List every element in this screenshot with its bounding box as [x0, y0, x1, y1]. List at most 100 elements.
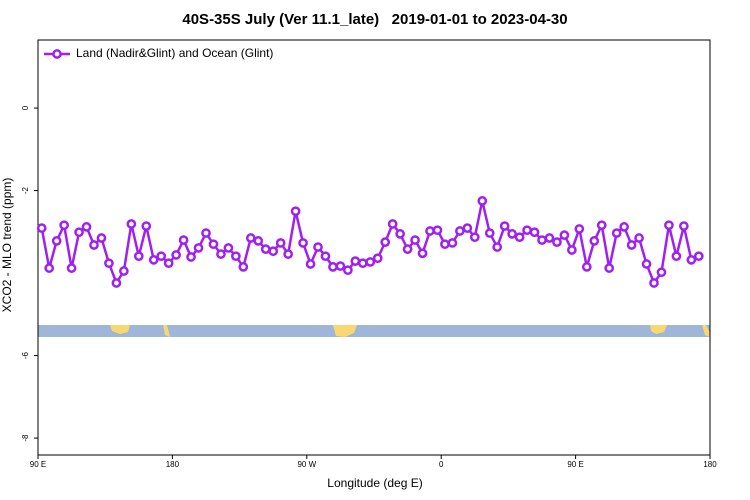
- data-point: [552, 237, 562, 247]
- data-point: [469, 232, 480, 243]
- data-point: [335, 261, 346, 271]
- data-point: [186, 252, 196, 262]
- data-point: [574, 224, 585, 234]
- data-point: [126, 219, 137, 229]
- data-point: [387, 219, 398, 229]
- data-point: [283, 249, 293, 259]
- data-point: [656, 267, 667, 278]
- legend-marker: [52, 49, 62, 59]
- data-point: [96, 233, 107, 243]
- y-tick-label: -6: [21, 351, 30, 359]
- x-tick-label: 90 W: [297, 460, 316, 469]
- data-point: [567, 245, 577, 255]
- data-point: [425, 226, 435, 236]
- data-point: [320, 251, 331, 262]
- data-point: [611, 228, 622, 238]
- data-point: [305, 259, 316, 269]
- legend-label: Land (Nadir&Glint) and Ocean (Glint): [76, 46, 273, 60]
- x-tick-label: 90 E: [30, 460, 46, 469]
- data-point: [380, 237, 391, 247]
- x-tick-label: 180: [166, 460, 180, 469]
- data-point: [477, 196, 488, 206]
- data-point: [156, 251, 167, 262]
- data-point: [148, 255, 159, 265]
- data-point: [455, 226, 465, 236]
- y-tick-label: -8: [21, 434, 30, 442]
- x-axis-label: Longitude (deg E): [327, 476, 422, 490]
- data-point: [462, 223, 473, 233]
- data-point: [81, 222, 92, 232]
- data-point: [634, 233, 644, 243]
- data-point: [626, 240, 637, 250]
- data-point: [372, 253, 383, 264]
- chart-title: 40S-35S July (Ver 11.1_late) 2019-01-01 …: [182, 11, 567, 28]
- data-point: [216, 249, 226, 259]
- data-point: [357, 258, 368, 269]
- data-point: [686, 255, 697, 265]
- data-point: [36, 223, 47, 233]
- data-point: [163, 258, 174, 269]
- data-point: [581, 262, 592, 272]
- data-point: [201, 228, 211, 238]
- data-point: [223, 243, 234, 253]
- data-point: [544, 233, 555, 243]
- data-point: [619, 222, 629, 232]
- x-tick-label: 180: [703, 460, 717, 469]
- data-point: [141, 221, 152, 231]
- data-point: [268, 246, 279, 257]
- data-point: [74, 227, 84, 238]
- x-tick-label: 90 E: [567, 460, 583, 469]
- data-point: [432, 225, 443, 236]
- data-point: [275, 238, 286, 248]
- data-point: [298, 238, 308, 248]
- map-strip: [38, 325, 710, 337]
- data-point: [253, 236, 264, 246]
- data-point: [66, 263, 77, 273]
- data-line: [40, 200, 700, 286]
- data-point: [604, 263, 615, 273]
- data-point: [178, 235, 189, 245]
- data-point: [238, 262, 249, 272]
- data-point: [260, 244, 271, 255]
- data-point: [171, 250, 181, 260]
- data-point: [313, 242, 323, 252]
- data-point: [51, 236, 62, 246]
- data-point: [402, 244, 413, 255]
- data-point: [395, 229, 405, 239]
- data-point: [447, 238, 458, 248]
- data-point: [499, 221, 510, 231]
- data-point: [641, 259, 652, 269]
- data-point: [119, 266, 129, 276]
- data-point: [492, 242, 503, 252]
- data-point: [596, 220, 607, 231]
- data-point: [59, 220, 69, 231]
- data-point: [245, 233, 256, 243]
- y-tick-label: 0: [21, 105, 30, 110]
- data-point: [514, 232, 525, 243]
- data-point: [410, 235, 420, 245]
- data-point: [343, 265, 353, 276]
- data-point: [111, 278, 122, 288]
- y-tick-label: -2: [21, 186, 30, 194]
- data-point: [671, 251, 682, 262]
- data-point: [537, 235, 547, 245]
- data-point: [440, 239, 450, 250]
- data-point: [507, 229, 517, 239]
- data-point: [484, 228, 495, 238]
- data-point: [693, 251, 704, 262]
- data-point: [365, 257, 376, 267]
- data-point: [328, 262, 338, 272]
- data-point: [679, 221, 689, 231]
- data-point: [44, 263, 55, 273]
- data-point: [133, 251, 144, 262]
- data-point: [89, 240, 99, 250]
- data-point: [208, 239, 219, 250]
- data-point: [104, 258, 114, 269]
- data-point: [290, 206, 301, 217]
- x-tick-label: 0: [439, 460, 444, 469]
- data-point: [664, 220, 674, 231]
- plot-frame: [37, 39, 711, 456]
- data-point: [522, 225, 532, 236]
- data-point: [193, 243, 204, 253]
